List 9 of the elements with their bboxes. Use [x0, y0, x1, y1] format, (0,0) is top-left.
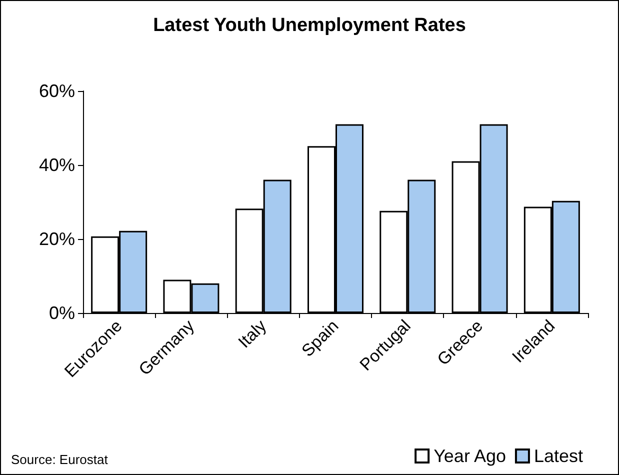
y-tick-label: 20%: [38, 229, 75, 249]
legend-label: Latest: [534, 446, 584, 466]
y-tick-label: 0%: [48, 303, 75, 323]
chart-title: Latest Youth Unemployment Rates: [153, 15, 466, 36]
x-tick-label: Italy: [234, 316, 270, 352]
source-note: Source: Eurostat: [11, 452, 108, 467]
y-tick-label: 40%: [38, 155, 75, 175]
legend-label: Year Ago: [434, 446, 506, 466]
y-tick-label: 60%: [38, 81, 75, 101]
